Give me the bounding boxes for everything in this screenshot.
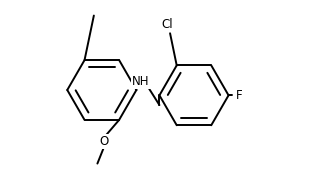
Text: O: O [100, 135, 109, 148]
Text: Cl: Cl [162, 18, 173, 31]
Text: F: F [236, 89, 243, 102]
Text: NH: NH [132, 75, 149, 88]
